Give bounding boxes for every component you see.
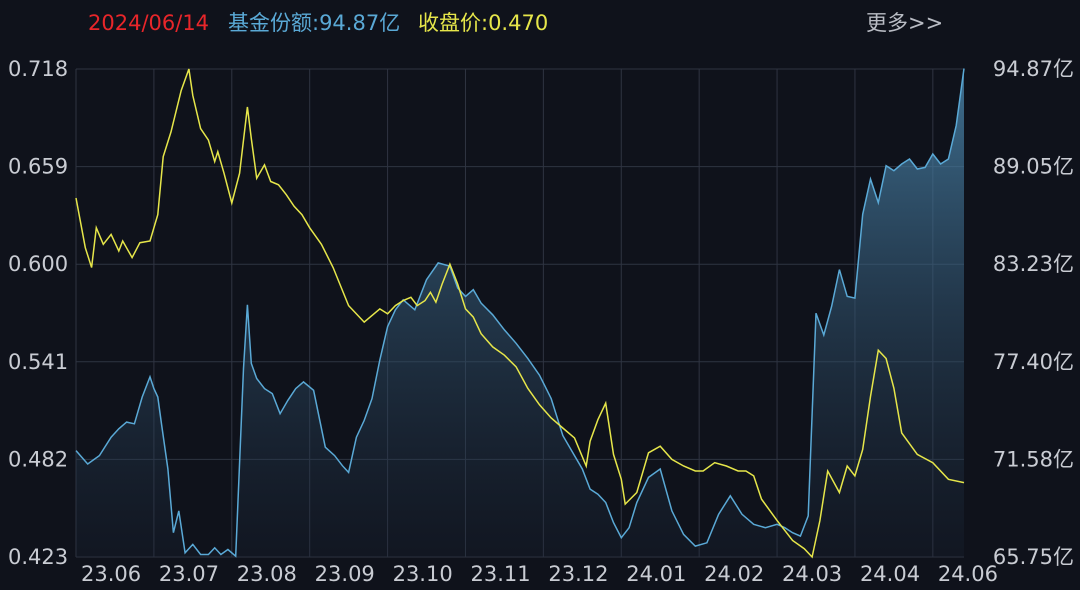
left-axis-tick: 0.482 <box>8 447 68 471</box>
x-axis-tick: 23.07 <box>159 562 219 586</box>
fund-shares-label: 基金份额:94.87亿 <box>228 11 401 35</box>
x-axis-tick: 24.04 <box>860 562 920 586</box>
x-axis-tick: 24.03 <box>782 562 842 586</box>
right-axis-tick: 94.87亿 <box>993 57 1074 81</box>
x-axis-tick: 23.06 <box>81 562 141 586</box>
x-axis-tick: 23.12 <box>548 562 608 586</box>
x-axis-tick: 24.01 <box>626 562 686 586</box>
fund-shares-line <box>75 68 965 558</box>
left-axis-tick: 0.718 <box>8 57 68 81</box>
x-axis-tick: 23.11 <box>470 562 530 586</box>
x-axis-tick: 23.10 <box>393 562 453 586</box>
x-axis-tick: 24.02 <box>704 562 764 586</box>
more-link[interactable]: 更多>> <box>866 11 944 35</box>
right-axis-tick: 83.23亿 <box>993 252 1074 276</box>
right-axis-tick: 65.75亿 <box>993 545 1074 569</box>
left-axis-tick: 0.541 <box>8 350 68 374</box>
left-axis-tick: 0.600 <box>8 252 68 276</box>
closing-price-line-series <box>75 68 965 559</box>
x-axis-tick: 23.08 <box>237 562 297 586</box>
x-axis-tick: 24.06 <box>938 562 998 586</box>
left-axis-tick: 0.423 <box>8 545 68 569</box>
left-axis-tick: 0.659 <box>8 155 68 179</box>
date-label: 2024/06/14 <box>88 11 210 35</box>
x-axis-tick: 23.09 <box>315 562 375 586</box>
right-axis-tick: 71.58亿 <box>993 447 1074 471</box>
fund-shares-area-series <box>75 68 965 558</box>
closing-price-label: 收盘价:0.470 <box>418 11 549 35</box>
right-axis-tick: 77.40亿 <box>993 350 1074 374</box>
closing-price-line <box>75 68 965 559</box>
right-axis-tick: 89.05亿 <box>993 155 1074 179</box>
chart-header: 2024/06/14 基金份额:94.87亿 收盘价:0.470 更多>> <box>0 0 1080 46</box>
fund-shares-area <box>76 68 964 557</box>
axes: 0.718 0.659 0.600 0.541 0.482 0.423 94.87亿 89.0… <box>8 57 1074 586</box>
